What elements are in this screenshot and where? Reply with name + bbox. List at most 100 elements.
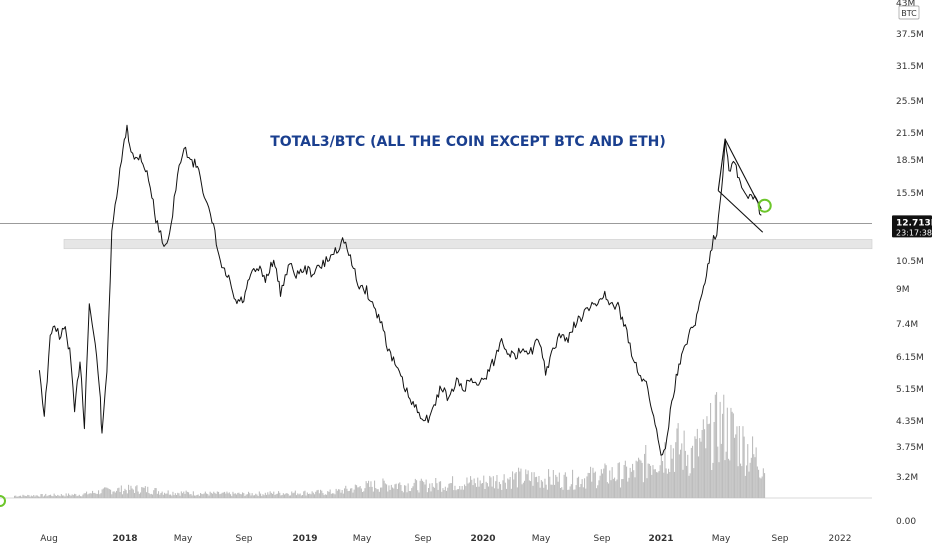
volume-bar bbox=[543, 487, 545, 498]
volume-bar bbox=[87, 494, 89, 498]
volume-bar bbox=[468, 482, 470, 498]
volume-bar bbox=[744, 475, 746, 498]
volume-bar bbox=[363, 491, 365, 498]
volume-bar bbox=[59, 496, 61, 498]
volume-bar bbox=[454, 485, 456, 498]
volume-bar bbox=[561, 487, 563, 498]
volume-bar bbox=[140, 492, 142, 498]
volume-bar bbox=[420, 478, 422, 498]
volume-bar bbox=[516, 487, 518, 498]
volume-bar bbox=[80, 496, 82, 498]
volume-bar bbox=[638, 457, 640, 498]
volume-bar bbox=[192, 491, 194, 498]
volume-bar bbox=[672, 448, 674, 498]
volume-bar bbox=[125, 490, 127, 498]
volume-bar bbox=[344, 488, 346, 498]
volume-bar bbox=[562, 489, 564, 498]
volume-bar bbox=[639, 459, 641, 498]
volume-bar bbox=[156, 493, 158, 498]
volume-bar bbox=[532, 485, 534, 498]
volume-bar bbox=[558, 472, 560, 498]
volume-bar bbox=[382, 478, 384, 498]
volume-bar bbox=[626, 466, 628, 498]
volume-bar bbox=[478, 486, 480, 498]
volume-bar bbox=[34, 496, 36, 498]
volume-bar bbox=[642, 482, 644, 498]
y-tick-label: 0.00 bbox=[896, 517, 916, 527]
volume-bar bbox=[741, 466, 743, 498]
volume-bar bbox=[369, 486, 371, 498]
volume-bar bbox=[497, 488, 499, 498]
volume-bar bbox=[615, 481, 617, 498]
volume-bar bbox=[473, 478, 475, 498]
volume-bar bbox=[233, 493, 235, 498]
volume-bar bbox=[406, 492, 408, 498]
volume-bar bbox=[436, 483, 438, 498]
volume-bar bbox=[629, 467, 631, 498]
volume-bar bbox=[27, 494, 29, 498]
volume-bar bbox=[296, 495, 298, 498]
volume-bar bbox=[362, 492, 364, 498]
volume-bar bbox=[612, 478, 614, 498]
x-tick-label: 2020 bbox=[470, 534, 495, 544]
volume-bar bbox=[582, 487, 584, 498]
volume-bar bbox=[305, 495, 307, 498]
volume-bar bbox=[64, 496, 66, 498]
price-line bbox=[38, 124, 762, 456]
volume-bar bbox=[128, 484, 130, 498]
volume-bar bbox=[219, 494, 221, 498]
x-axis[interactable]: Aug 2018 May Sep 2019 May Sep 2020 May Sep 2021 May… bbox=[40, 534, 851, 544]
volume-bar bbox=[365, 481, 367, 498]
volume-bar bbox=[320, 489, 322, 498]
volume-bar bbox=[388, 485, 390, 498]
y-axis[interactable]: 43M37.5M31.5M25.5M21.5M18.5M15.5M12.5M10… bbox=[896, 0, 924, 527]
volume-bar bbox=[65, 493, 67, 498]
price-box-bg bbox=[892, 215, 932, 238]
volume-bar bbox=[185, 490, 187, 498]
volume-bar bbox=[256, 494, 258, 498]
volume-bar bbox=[202, 494, 204, 498]
volume-bar bbox=[508, 479, 510, 498]
volume-bar bbox=[431, 483, 433, 498]
volume-bar bbox=[576, 477, 578, 498]
volume-bar bbox=[470, 476, 472, 498]
volume-bar bbox=[104, 487, 106, 498]
volume-bar bbox=[531, 472, 533, 498]
volume-bar bbox=[502, 480, 504, 498]
volume-bar bbox=[599, 475, 601, 498]
volume-bar bbox=[135, 486, 137, 498]
volume-bar bbox=[477, 477, 479, 498]
volume-bar bbox=[310, 494, 312, 498]
breakout-circle bbox=[757, 198, 772, 213]
volume-bar bbox=[674, 471, 676, 498]
volume-bar bbox=[622, 479, 624, 498]
volume-bar bbox=[527, 470, 529, 498]
volume-bar bbox=[684, 450, 686, 498]
volume-bar bbox=[402, 492, 404, 498]
volume-bar bbox=[184, 493, 186, 498]
volume-bar bbox=[42, 496, 44, 498]
volume-bar bbox=[706, 416, 708, 498]
volume-bar bbox=[453, 490, 455, 498]
volume-bar bbox=[702, 419, 704, 498]
volume-bar bbox=[666, 473, 668, 498]
volume-bar bbox=[764, 473, 766, 498]
volume-bar bbox=[228, 492, 230, 498]
volume-bar bbox=[596, 488, 598, 498]
volume-bar bbox=[282, 493, 284, 498]
volume-bar bbox=[726, 407, 728, 498]
volume-bar bbox=[546, 489, 548, 498]
volume-bar bbox=[312, 492, 314, 498]
volume-bar bbox=[652, 465, 654, 498]
volume-bar bbox=[578, 476, 580, 498]
volume-bar bbox=[425, 479, 427, 498]
volume-bar bbox=[435, 478, 437, 498]
volume-bar bbox=[52, 496, 54, 498]
volume-bar bbox=[405, 485, 407, 498]
volume-bar bbox=[371, 486, 373, 498]
volume-bar bbox=[96, 493, 98, 498]
volume-bar bbox=[98, 490, 100, 498]
volume-bar bbox=[447, 487, 449, 498]
y-tick-label: 7.4M bbox=[896, 320, 918, 330]
volume-bar bbox=[524, 480, 526, 498]
